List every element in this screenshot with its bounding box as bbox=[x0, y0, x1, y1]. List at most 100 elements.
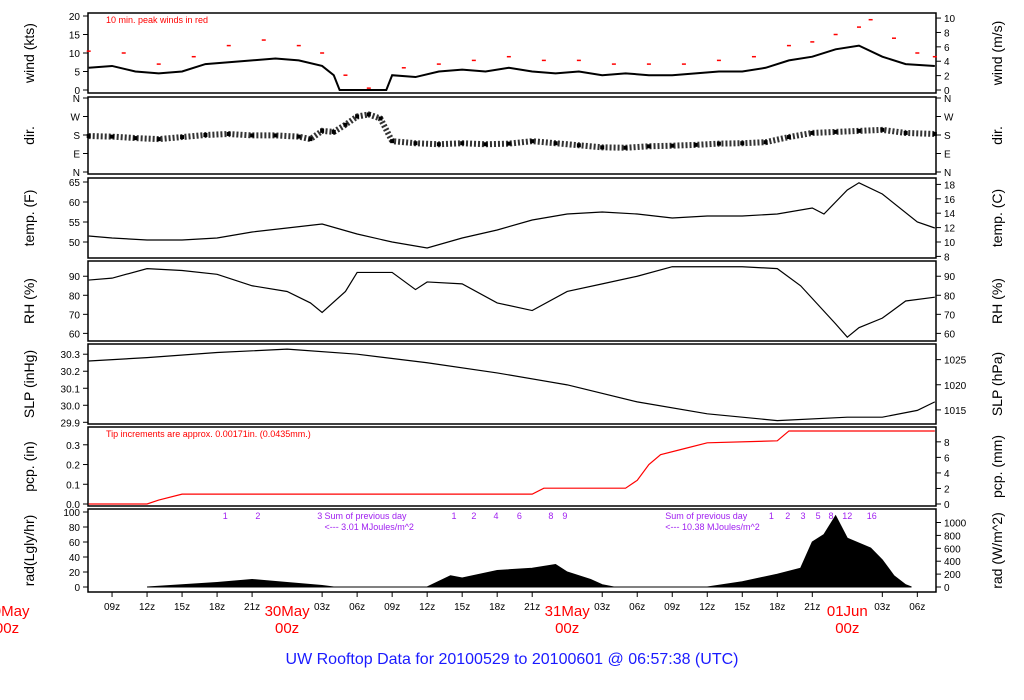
y-tick-label-right: 600 bbox=[944, 544, 961, 555]
y-tick-label: 60 bbox=[69, 198, 81, 209]
data-point bbox=[693, 142, 698, 147]
data-point bbox=[273, 133, 278, 138]
x-axis: 09z 12z 15z 18z 21z 03z 06z 09z 12z 15z 18z 21z 03z 0… bbox=[0, 592, 925, 637]
direction-scatter-band bbox=[88, 111, 935, 151]
daily-sum-label: Sum of previous day bbox=[665, 511, 748, 521]
x-tick-label: 09z bbox=[384, 602, 400, 613]
y-tick-label-right: 8 bbox=[944, 28, 950, 39]
day-sub-label: 00z bbox=[275, 620, 299, 637]
y-tick-label-right: 10 bbox=[944, 238, 956, 249]
hour-mark-label: 2 bbox=[471, 511, 476, 521]
hour-mark-label: 1 bbox=[223, 511, 228, 521]
x-tick-label: 03z bbox=[874, 602, 890, 613]
data-point bbox=[250, 133, 255, 138]
y-tick-label: 30.1 bbox=[61, 384, 81, 395]
daily-sum-value: <--- 3.01 MJoules/m^2 bbox=[324, 522, 414, 532]
y-axis-label-left: SLP (inHg) bbox=[21, 350, 37, 418]
x-tick-label: 21z bbox=[524, 602, 540, 613]
hour-mark-label: 1 bbox=[769, 511, 774, 521]
x-tick-label: 12z bbox=[419, 602, 435, 613]
y-tick-label: 0.3 bbox=[66, 441, 80, 452]
y-tick-label-right: 16 bbox=[944, 195, 956, 206]
x-tick-label: 15z bbox=[734, 602, 750, 613]
y-tick-label-right: 1025 bbox=[944, 356, 967, 367]
y-tick-label-right: 90 bbox=[944, 272, 956, 283]
y-tick-label-right: 8 bbox=[944, 438, 950, 449]
x-tick-label: 12z bbox=[139, 602, 155, 613]
hour-mark-label: 5 bbox=[816, 511, 821, 521]
day-sub-label: 00z bbox=[835, 620, 859, 637]
x-tick-label: 21z bbox=[804, 602, 820, 613]
data-point bbox=[506, 141, 511, 146]
y-tick-label-right: 1000 bbox=[944, 519, 967, 530]
data-point bbox=[110, 134, 115, 139]
hour-mark-label: 1 bbox=[451, 511, 456, 521]
data-point bbox=[156, 137, 161, 142]
data-point bbox=[856, 128, 861, 133]
y-tick-label: 90 bbox=[69, 272, 81, 283]
y-tick-label-right: 60 bbox=[944, 329, 956, 340]
y-tick-label-right: 1015 bbox=[944, 406, 967, 417]
x-tick-label: 09z bbox=[664, 602, 680, 613]
y-tick-label-right: 70 bbox=[944, 310, 956, 321]
y-tick-label-right: 80 bbox=[944, 291, 956, 302]
y-tick-label-right: 6 bbox=[944, 43, 950, 54]
y-tick-label-right: S bbox=[944, 131, 951, 142]
y-tick-label: 0 bbox=[74, 86, 80, 97]
hour-mark-label: 9 bbox=[562, 511, 567, 521]
temperature-line bbox=[88, 182, 936, 249]
y-tick-label-right: 18 bbox=[944, 180, 956, 191]
day-label: 01Jun bbox=[827, 603, 868, 620]
y-axis-label-right: SLP (hPa) bbox=[989, 352, 1005, 416]
data-point bbox=[810, 130, 815, 135]
data-point bbox=[296, 134, 301, 139]
y-axis-label-left: wind (kts) bbox=[21, 23, 37, 84]
y-tick-label-right: 0 bbox=[944, 583, 950, 594]
y-axis-label-right: rad (W/m^2) bbox=[989, 512, 1005, 589]
panel-frame bbox=[87, 260, 937, 342]
panel-frame bbox=[87, 177, 937, 259]
y-tick-label-right: 200 bbox=[944, 570, 961, 581]
y-tick-label: 80 bbox=[69, 291, 81, 302]
day-sub-label: 00z bbox=[0, 620, 19, 637]
y-tick-label: W bbox=[71, 113, 81, 124]
hour-mark-label: 8 bbox=[548, 511, 553, 521]
y-tick-label-right: W bbox=[944, 113, 954, 124]
panel-rh: RH (%) RH (%) 60 70 80 90 60 70 80 90 bbox=[21, 260, 1005, 342]
y-tick-label-right: 10 bbox=[944, 14, 956, 25]
y-tick-label: E bbox=[73, 150, 80, 161]
data-point bbox=[646, 144, 651, 149]
x-tick-label: 18z bbox=[769, 602, 785, 613]
x-tick-label: 15z bbox=[454, 602, 470, 613]
y-tick-label-right: 0 bbox=[944, 500, 950, 511]
y-tick-label: 70 bbox=[69, 310, 81, 321]
humidity-line bbox=[88, 266, 935, 339]
y-tick-label-right: 6 bbox=[944, 453, 950, 464]
y-tick-label: 15 bbox=[69, 31, 81, 42]
y-axis-label-right: wind (m/s) bbox=[989, 21, 1005, 87]
chart-title: UW Rooftop Data for 20100529 to 20100601… bbox=[285, 651, 739, 668]
y-tick-label: 5 bbox=[74, 68, 80, 79]
y-tick-label-right: 400 bbox=[944, 557, 961, 568]
y-tick-label-right: 8 bbox=[944, 252, 950, 263]
y-tick-label-right: 2 bbox=[944, 484, 950, 495]
y-tick-label: 50 bbox=[69, 238, 81, 249]
hour-mark-label: 2 bbox=[785, 511, 790, 521]
y-tick-label-right: 2 bbox=[944, 72, 950, 83]
y-tick-label: 20 bbox=[69, 568, 81, 579]
daily-sum-value: <--- 10.38 MJoules/m^2 bbox=[665, 522, 760, 532]
y-tick-label: 30.3 bbox=[61, 350, 81, 361]
panel-annotation: 10 min. peak winds in red bbox=[106, 15, 208, 25]
panel-frame bbox=[87, 12, 937, 94]
y-tick-label: 29.9 bbox=[61, 418, 81, 429]
hour-mark-label: 16 bbox=[867, 511, 877, 521]
y-axis-label-right: dir. bbox=[989, 126, 1005, 145]
day-sub-label: 00z bbox=[555, 620, 579, 637]
panel-frame bbox=[87, 426, 937, 507]
x-tick-label: 03z bbox=[314, 602, 330, 613]
y-tick-label-right: N bbox=[944, 168, 951, 179]
y-tick-label-right: 12 bbox=[944, 224, 956, 235]
y-tick-label-right: 800 bbox=[944, 531, 961, 542]
panel-frame bbox=[87, 508, 937, 593]
